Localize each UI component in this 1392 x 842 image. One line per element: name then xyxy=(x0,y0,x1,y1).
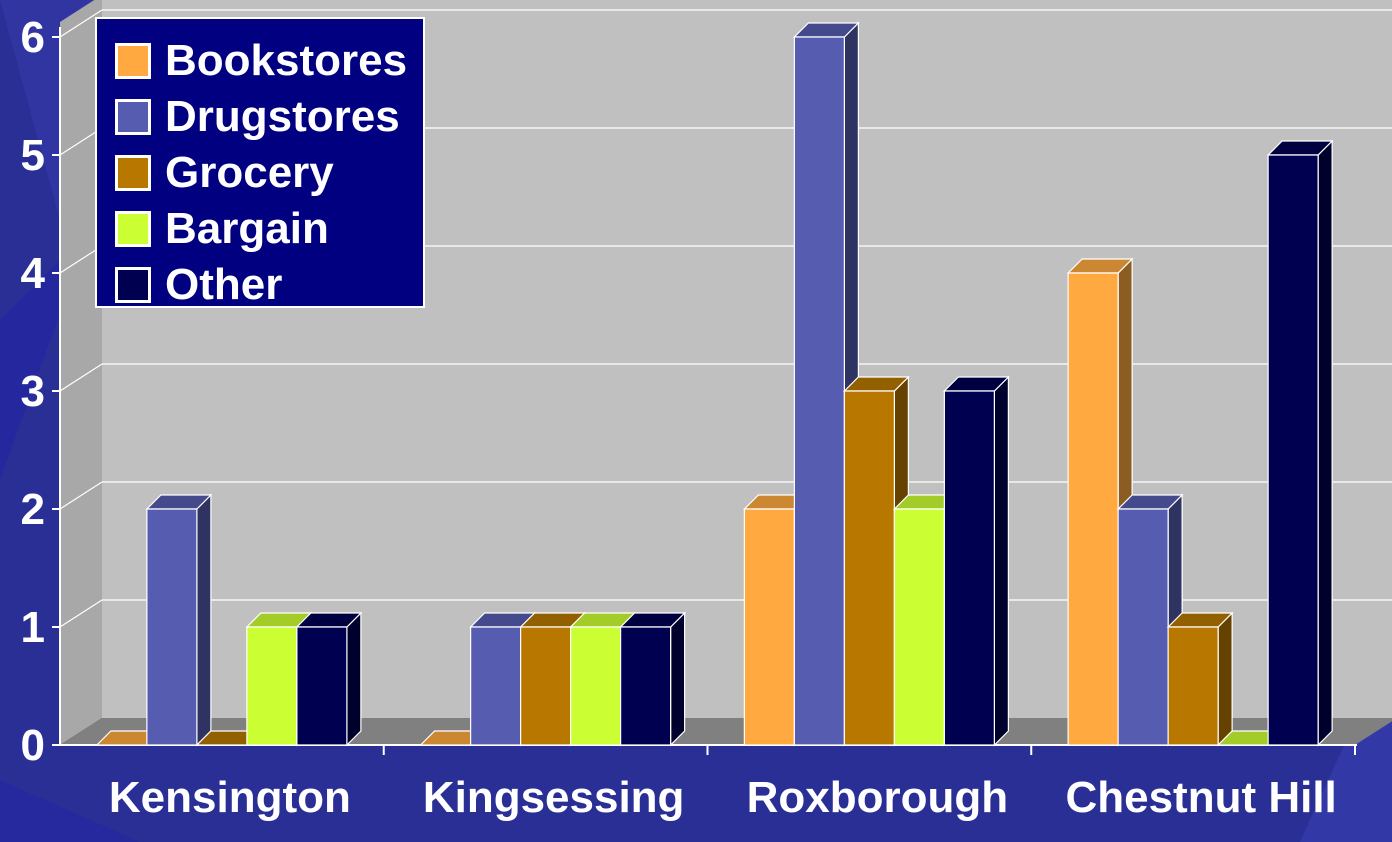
y-tick-label: 5 xyxy=(21,131,45,180)
bar-side xyxy=(196,493,212,747)
plot-side-wall xyxy=(60,0,102,745)
bar-other-chestnut-hill xyxy=(1266,139,1334,747)
legend-item-drugstores: Drugstores xyxy=(115,88,423,145)
bar-front xyxy=(1167,626,1219,746)
bar-front xyxy=(1117,508,1169,746)
bar-drugstores-kensington xyxy=(145,493,213,747)
chart-legend: Bookstores Drugstores Grocery Bargain Other xyxy=(95,17,425,308)
legend-label: Grocery xyxy=(165,147,334,197)
x-category-label: Roxborough xyxy=(747,773,1009,822)
y-tick-label: 0 xyxy=(21,721,45,770)
bar-front xyxy=(1267,154,1319,746)
legend-label: Bargain xyxy=(165,203,329,253)
bar-grocery-chestnut-hill xyxy=(1166,611,1234,747)
y-tick-label: 1 xyxy=(21,603,45,652)
y-tick-label: 4 xyxy=(21,249,46,298)
bar-front xyxy=(743,508,795,746)
plot-floor xyxy=(60,718,1392,745)
bar-front xyxy=(146,508,198,746)
legend-swatch xyxy=(115,154,151,191)
bar-front xyxy=(1067,272,1119,746)
bar-front xyxy=(296,626,348,746)
gridline-side xyxy=(59,363,103,392)
legend-item-other: Other xyxy=(115,256,423,313)
bar-side xyxy=(670,611,686,747)
x-category-label: Kingsessing xyxy=(423,773,685,822)
legend-swatch xyxy=(115,98,151,135)
y-tick-label: 3 xyxy=(21,367,45,416)
legend-swatch xyxy=(115,42,151,79)
bar-front xyxy=(470,626,522,746)
bar-front xyxy=(943,390,995,746)
legend-item-grocery: Grocery xyxy=(115,144,423,201)
bar-side xyxy=(346,611,362,747)
bar-other-kingsessing xyxy=(619,611,687,747)
bar-front xyxy=(246,626,298,746)
legend-label: Other xyxy=(165,259,283,309)
bar-other-roxborough xyxy=(942,375,1010,747)
bar-front xyxy=(843,390,895,746)
bar-front xyxy=(520,626,572,746)
gridline-side xyxy=(59,481,103,510)
legend-label: Drugstores xyxy=(165,91,400,141)
legend-swatch xyxy=(115,266,151,303)
y-tick-label: 6 xyxy=(21,13,45,62)
bar-front xyxy=(570,626,622,746)
legend-item-bookstores: Bookstores xyxy=(115,32,423,89)
y-tick-label: 2 xyxy=(21,485,45,534)
bar-front xyxy=(793,36,845,746)
bar-side xyxy=(993,375,1009,747)
bar-other-kensington xyxy=(295,611,363,747)
legend-label: Bookstores xyxy=(165,35,408,85)
legend-swatch xyxy=(115,210,151,247)
bar-side xyxy=(1317,139,1333,747)
x-category-label: Kensington xyxy=(109,773,351,822)
bar-front xyxy=(893,508,945,746)
legend-item-bargain: Bargain xyxy=(115,200,423,257)
bar-front xyxy=(620,626,672,746)
gridline-side xyxy=(59,599,103,628)
x-category-label: Chestnut Hill xyxy=(1065,773,1336,822)
bar-side xyxy=(1217,611,1233,747)
gridline-side xyxy=(59,9,103,38)
